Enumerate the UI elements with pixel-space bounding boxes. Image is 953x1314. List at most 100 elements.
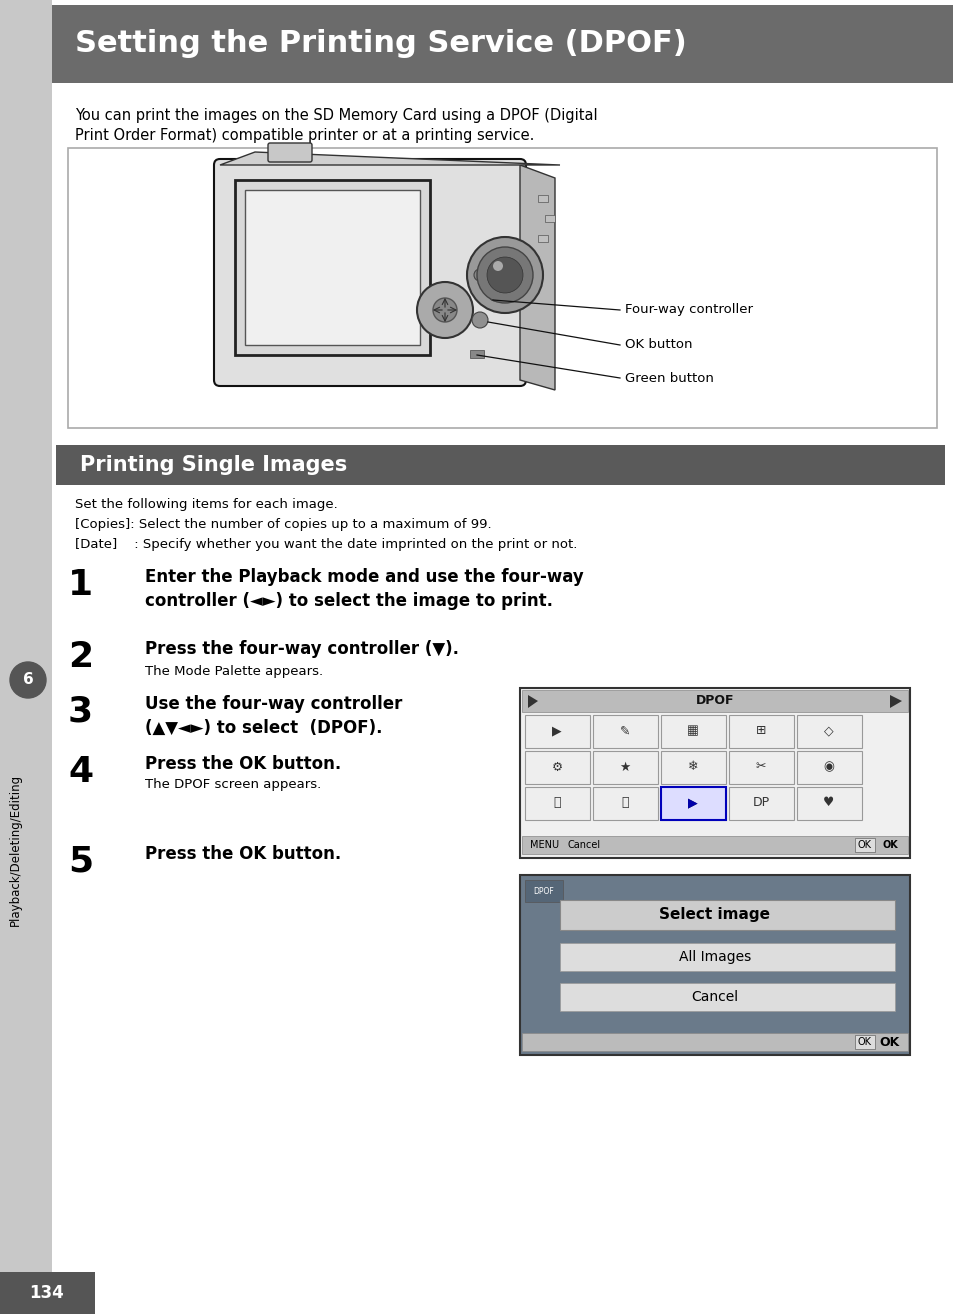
Text: OK button: OK button bbox=[624, 339, 692, 352]
Text: DPOF: DPOF bbox=[533, 887, 554, 896]
Bar bbox=[234, 180, 430, 355]
Bar bbox=[593, 752, 658, 784]
Circle shape bbox=[489, 289, 500, 301]
Text: ▶: ▶ bbox=[687, 796, 697, 809]
Polygon shape bbox=[527, 695, 537, 708]
Text: Green button: Green button bbox=[624, 372, 713, 385]
Bar bbox=[521, 836, 907, 854]
Bar bbox=[728, 715, 793, 748]
FancyBboxPatch shape bbox=[559, 983, 894, 1010]
Text: DPOF: DPOF bbox=[695, 695, 734, 707]
Text: ◉: ◉ bbox=[822, 761, 834, 774]
Polygon shape bbox=[889, 695, 901, 708]
Circle shape bbox=[467, 237, 542, 313]
Text: [Date]    : Specify whether you want the date imprinted on the print or not.: [Date] : Specify whether you want the da… bbox=[75, 537, 577, 551]
Text: The Mode Palette appears.: The Mode Palette appears. bbox=[145, 665, 323, 678]
Text: 1: 1 bbox=[68, 568, 93, 602]
FancyBboxPatch shape bbox=[268, 143, 312, 162]
Circle shape bbox=[10, 662, 46, 698]
FancyBboxPatch shape bbox=[559, 943, 894, 971]
Bar bbox=[544, 215, 555, 222]
Text: [Copies]: Select the number of copies up to a maximum of 99.: [Copies]: Select the number of copies up… bbox=[75, 518, 491, 531]
Text: OK: OK bbox=[857, 1037, 871, 1047]
Bar bbox=[660, 787, 725, 820]
Text: OK: OK bbox=[879, 1035, 900, 1049]
Bar bbox=[521, 1033, 907, 1051]
Bar bbox=[52, 5, 953, 83]
Bar bbox=[470, 350, 483, 357]
Text: The DPOF screen appears.: The DPOF screen appears. bbox=[145, 778, 321, 791]
Text: OK: OK bbox=[882, 840, 897, 850]
Text: Use the four-way controller
(▲▼◄►) to select  (DPOF).: Use the four-way controller (▲▼◄►) to se… bbox=[145, 695, 402, 737]
Circle shape bbox=[416, 283, 473, 338]
Bar bbox=[854, 1035, 874, 1049]
Bar bbox=[519, 875, 909, 1055]
Text: OK: OK bbox=[857, 840, 871, 850]
Bar bbox=[728, 752, 793, 784]
Text: Four-way controller: Four-way controller bbox=[624, 304, 752, 317]
Text: Print Order Format) compatible printer or at a printing service.: Print Order Format) compatible printer o… bbox=[75, 127, 534, 143]
Text: You can print the images on the SD Memory Card using a DPOF (Digital: You can print the images on the SD Memor… bbox=[75, 108, 597, 124]
Bar bbox=[796, 715, 862, 748]
Bar bbox=[521, 690, 907, 712]
Bar bbox=[537, 194, 547, 202]
Text: Setting the Printing Service (DPOF): Setting the Printing Service (DPOF) bbox=[75, 29, 686, 59]
Circle shape bbox=[433, 298, 456, 322]
Text: ♥: ♥ bbox=[822, 796, 834, 809]
Bar bbox=[537, 235, 547, 242]
Bar bbox=[660, 752, 725, 784]
Text: Printing Single Images: Printing Single Images bbox=[80, 455, 347, 474]
Text: ✎: ✎ bbox=[619, 724, 630, 737]
Bar bbox=[524, 715, 589, 748]
Bar bbox=[660, 787, 725, 820]
Text: 2: 2 bbox=[68, 640, 93, 674]
Bar bbox=[593, 715, 658, 748]
Circle shape bbox=[474, 269, 485, 281]
Bar bbox=[660, 715, 725, 748]
Text: Cancel: Cancel bbox=[691, 989, 738, 1004]
Text: DP: DP bbox=[752, 796, 769, 809]
Bar bbox=[796, 752, 862, 784]
Text: MENU: MENU bbox=[530, 840, 558, 850]
Text: All Images: All Images bbox=[679, 950, 750, 964]
Bar bbox=[524, 787, 589, 820]
Bar bbox=[0, 0, 52, 1314]
Text: 3: 3 bbox=[68, 695, 93, 729]
Text: ✂: ✂ bbox=[755, 761, 765, 774]
Text: 134: 134 bbox=[30, 1284, 64, 1302]
Bar bbox=[524, 752, 589, 784]
Bar bbox=[245, 191, 419, 346]
Text: Press the OK button.: Press the OK button. bbox=[145, 845, 341, 863]
Text: ▦: ▦ bbox=[686, 724, 699, 737]
Text: 🔓: 🔓 bbox=[620, 796, 628, 809]
Text: Press the OK button.: Press the OK button. bbox=[145, 756, 341, 773]
Text: 4: 4 bbox=[68, 756, 93, 788]
Text: ▶: ▶ bbox=[552, 724, 561, 737]
Text: ❄: ❄ bbox=[687, 761, 698, 774]
Bar bbox=[593, 787, 658, 820]
Text: Press the four-way controller (▼).: Press the four-way controller (▼). bbox=[145, 640, 458, 658]
Bar bbox=[728, 787, 793, 820]
Circle shape bbox=[493, 261, 502, 271]
Polygon shape bbox=[220, 152, 559, 166]
FancyBboxPatch shape bbox=[213, 159, 525, 386]
Bar bbox=[524, 880, 562, 901]
Text: ★: ★ bbox=[618, 761, 630, 774]
Bar bbox=[519, 689, 909, 858]
Bar bbox=[854, 838, 874, 851]
Text: ⚙: ⚙ bbox=[551, 761, 562, 774]
Circle shape bbox=[472, 311, 488, 328]
Circle shape bbox=[476, 247, 533, 304]
Circle shape bbox=[486, 258, 522, 293]
Text: Set the following items for each image.: Set the following items for each image. bbox=[75, 498, 337, 511]
Bar bbox=[0, 1272, 95, 1314]
Bar bbox=[796, 787, 862, 820]
Text: 6: 6 bbox=[23, 673, 33, 687]
Bar bbox=[68, 148, 936, 428]
Text: Select image: Select image bbox=[659, 908, 770, 922]
Text: 🎤: 🎤 bbox=[553, 796, 560, 809]
Text: ▶: ▶ bbox=[687, 796, 697, 809]
Text: Playback/Deleting/Editing: Playback/Deleting/Editing bbox=[9, 774, 22, 926]
Polygon shape bbox=[519, 166, 555, 390]
Text: ◇: ◇ bbox=[823, 724, 833, 737]
